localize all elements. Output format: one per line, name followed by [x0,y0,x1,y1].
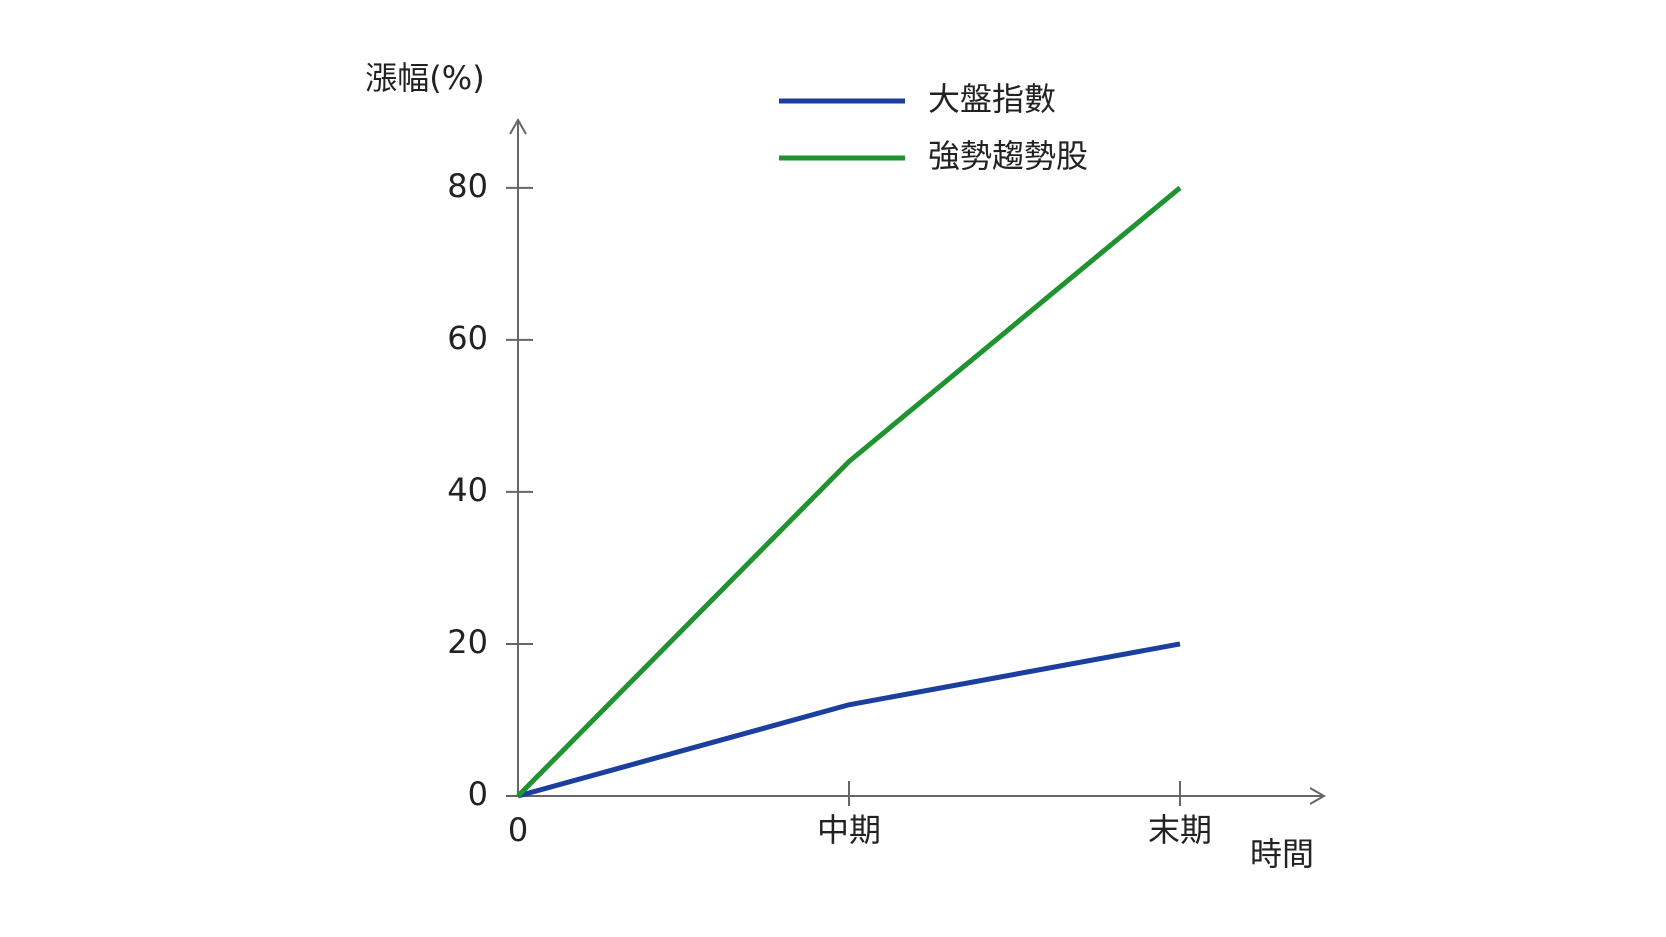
y-tick-label: 20 [447,623,488,661]
x-tick-label: 末期 [1148,811,1212,849]
y-tick-label: 60 [447,319,488,357]
y-axis [509,117,527,796]
y-tick-label: 0 [468,775,488,813]
series-line [516,185,1182,798]
series-line [517,641,1181,799]
y-tick-label: 80 [447,167,488,205]
x-axis-label: 時間 [1250,835,1314,873]
legend-label: 強勢趨勢股 [928,137,1088,175]
x-axis [518,787,1327,805]
x-tick-label: 中期 [817,811,881,849]
y-axis-label: 漲幅(%) [365,59,484,97]
y-tick-label: 40 [447,471,488,509]
x-tick-label: 0 [508,811,528,849]
legend-label: 大盤指數 [928,80,1056,118]
